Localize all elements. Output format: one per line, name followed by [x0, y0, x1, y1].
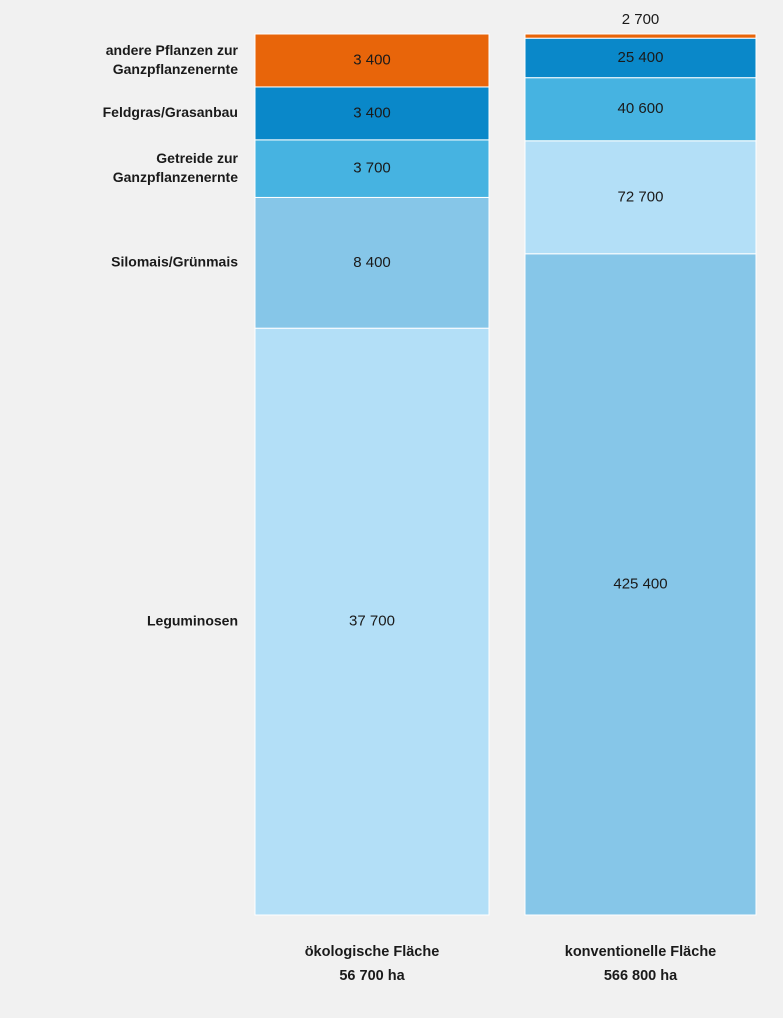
bar-segment [254, 33, 490, 88]
value-label: 3 700 [353, 160, 391, 177]
bar-segment [254, 327, 490, 916]
total-label: 566 800 ha [604, 968, 678, 984]
value-label: 3 400 [353, 51, 391, 68]
legend-label: Leguminosen [147, 612, 238, 628]
legend-label: andere Pflanzen zur Ganzpflanzenernte [106, 42, 239, 77]
legend-label: Getreide zur Ganzpflanzenernte [113, 150, 239, 185]
bar-segment [524, 77, 757, 142]
value-label: 72 700 [618, 188, 664, 205]
bar-segment [524, 140, 757, 255]
value-label: 8 400 [353, 254, 391, 271]
category-label: konventionelle Fläche [565, 944, 717, 960]
value-label: 3 400 [353, 104, 391, 121]
value-label: 25 400 [618, 49, 664, 66]
legend-label: Silomais/Grünmais [111, 254, 238, 270]
bar-segment [254, 196, 490, 329]
bar-segment [254, 86, 490, 141]
value-label: 37 700 [349, 613, 395, 630]
legend-label: Feldgras/Grasanbau [103, 104, 238, 120]
bar-segment [524, 253, 757, 916]
total-label: 56 700 ha [339, 968, 405, 984]
value-label: 2 700 [622, 11, 660, 28]
value-label: 425 400 [613, 575, 667, 592]
category-label: ökologische Fläche [305, 944, 440, 960]
value-label: 40 600 [618, 100, 664, 117]
bar-segment [524, 33, 757, 39]
bar-segment [524, 37, 757, 79]
